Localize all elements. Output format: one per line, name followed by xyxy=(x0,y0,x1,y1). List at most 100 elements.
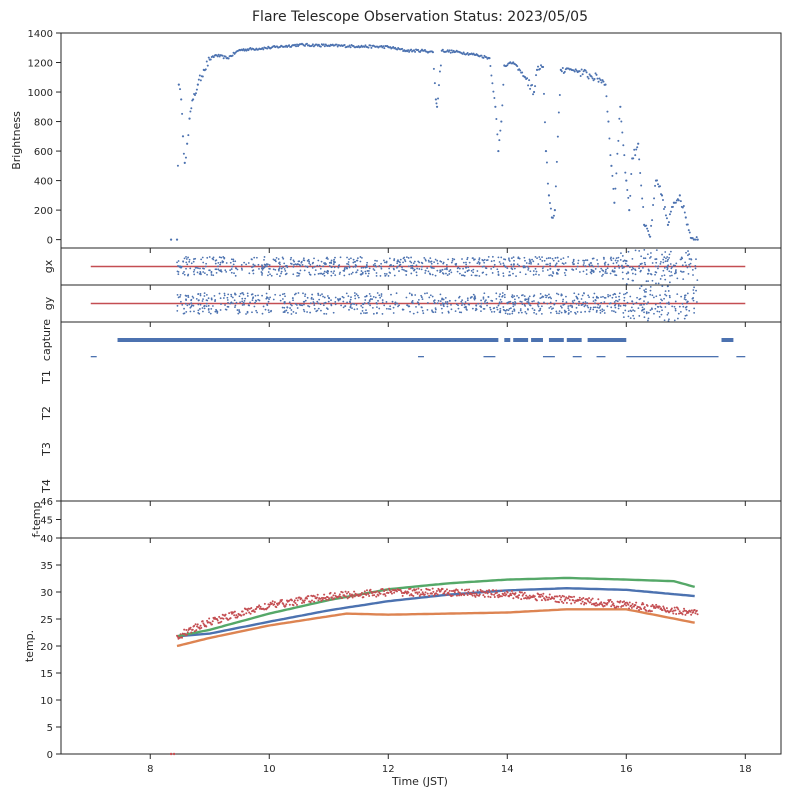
gy-point xyxy=(268,298,270,301)
gx-point xyxy=(320,272,323,275)
gx-point xyxy=(220,256,223,259)
gx-point xyxy=(617,264,620,267)
gx-point xyxy=(432,267,435,270)
gy-point xyxy=(214,310,217,313)
gx-point xyxy=(293,260,296,263)
x-tick-label-10: 10 xyxy=(263,764,276,775)
gy-point xyxy=(693,307,696,310)
gy-point xyxy=(345,292,348,295)
gy-point xyxy=(356,294,359,297)
gx-point xyxy=(482,259,485,262)
brightness-point xyxy=(549,207,552,210)
gy-point xyxy=(306,311,308,313)
gx-point xyxy=(477,261,480,263)
temp-point-red xyxy=(294,602,297,605)
y-tick-label-temp-25: 25 xyxy=(40,615,53,626)
gx-point xyxy=(615,257,618,260)
brightness-point xyxy=(641,197,644,200)
gx-point xyxy=(334,256,336,259)
brightness-point xyxy=(311,43,314,46)
brightness-point xyxy=(532,93,535,96)
temp-point-red xyxy=(367,593,370,596)
gx-point xyxy=(302,259,305,261)
brightness-point xyxy=(212,56,215,59)
gx-point xyxy=(384,274,387,277)
gx-point xyxy=(380,265,383,268)
gy-point xyxy=(575,302,578,305)
brightness-point xyxy=(195,88,198,91)
gy-point xyxy=(544,294,547,297)
gy-point xyxy=(346,301,348,304)
brightness-point xyxy=(535,68,539,71)
gx-point xyxy=(664,251,667,253)
brightness-point xyxy=(266,47,269,50)
gx-point xyxy=(669,250,672,253)
gy-point xyxy=(412,302,414,305)
temp-point-red xyxy=(181,636,184,639)
gy-point xyxy=(363,312,365,314)
x-tick-label-16: 16 xyxy=(620,764,633,775)
panel-gy: gy xyxy=(42,284,782,327)
gy-point xyxy=(281,298,284,300)
gx-point xyxy=(541,260,544,262)
gy-point xyxy=(633,317,636,320)
brightness-point xyxy=(183,161,186,164)
gy-point xyxy=(587,306,590,309)
brightness-point xyxy=(414,50,417,53)
gy-point xyxy=(643,311,645,314)
gx-point xyxy=(584,265,587,268)
gx-point xyxy=(676,277,679,280)
temp-point-red xyxy=(540,593,543,596)
gy-point xyxy=(498,301,501,304)
gy-point xyxy=(562,298,565,301)
gy-point xyxy=(202,298,204,301)
gy-point xyxy=(602,295,604,298)
gx-point xyxy=(430,265,432,268)
gy-point xyxy=(520,300,523,303)
gx-point xyxy=(493,263,496,266)
temp-point-red xyxy=(195,629,198,632)
gy-point xyxy=(436,302,439,305)
gx-point xyxy=(177,264,179,267)
gy-point xyxy=(592,300,595,303)
gy-point xyxy=(372,312,375,315)
gy-point xyxy=(203,305,205,308)
gx-point xyxy=(654,265,657,268)
gx-point xyxy=(497,256,500,259)
temp-point-red xyxy=(650,605,653,608)
temp-point-red xyxy=(445,588,448,591)
gx-point xyxy=(423,256,426,259)
temp-point-red xyxy=(605,603,608,606)
gx-point xyxy=(643,248,646,251)
temp-point-red xyxy=(307,595,310,598)
gy-point xyxy=(663,319,666,322)
gy-point xyxy=(313,307,316,310)
gx-point xyxy=(177,273,180,276)
gy-point xyxy=(527,298,530,301)
brightness-point xyxy=(383,47,386,50)
gy-point xyxy=(661,309,663,312)
gy-point xyxy=(584,301,587,303)
temp-point-red xyxy=(486,592,489,595)
gx-point xyxy=(182,272,184,275)
gx-point xyxy=(660,260,662,263)
gy-point xyxy=(586,304,589,307)
brightness-point xyxy=(623,154,626,157)
gx-point xyxy=(415,271,418,274)
gy-point xyxy=(629,295,632,298)
t1-segment xyxy=(418,356,424,358)
gy-point xyxy=(353,303,355,305)
gy-point xyxy=(290,313,293,315)
temp-point-red xyxy=(562,601,565,604)
gx-point xyxy=(183,270,185,273)
temp-point-red xyxy=(643,606,646,609)
gy-point xyxy=(527,308,529,311)
temp-point-red xyxy=(384,594,387,597)
gx-point xyxy=(650,252,652,254)
temp-point-red xyxy=(493,593,496,596)
gx-point xyxy=(183,273,186,276)
gy-point xyxy=(302,292,304,295)
gy-point xyxy=(610,306,613,309)
temp-point-red xyxy=(568,599,571,602)
gy-point xyxy=(622,312,625,314)
